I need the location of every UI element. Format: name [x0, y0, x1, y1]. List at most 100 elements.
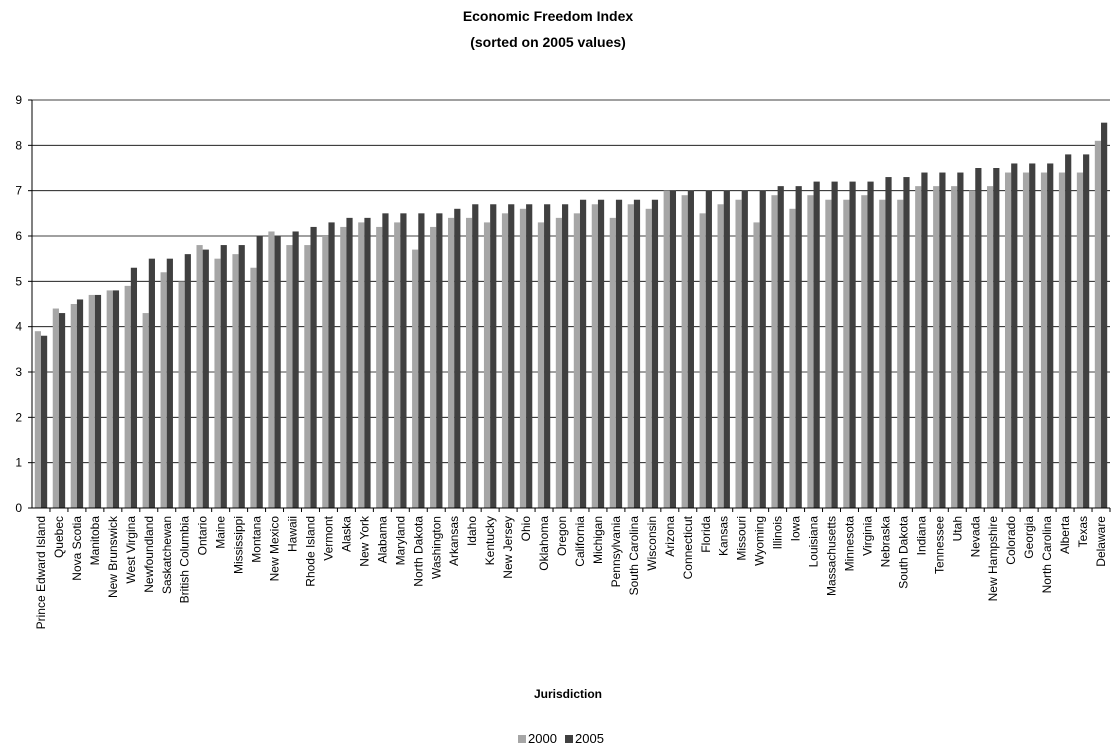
bar-2005	[508, 204, 515, 508]
legend-label-2005: 2005	[575, 731, 604, 746]
bar-2005	[1101, 122, 1108, 509]
bar-2005	[795, 186, 802, 508]
legend-label-2000: 2000	[528, 731, 557, 746]
bar-2000	[969, 190, 976, 508]
bar-2000	[933, 186, 940, 508]
bar-2005	[184, 254, 191, 508]
bar-2005	[903, 177, 910, 509]
bar-2000	[645, 208, 652, 509]
x-category-label: Virginia	[860, 516, 874, 556]
bar-2000	[268, 231, 275, 508]
x-category-label: Maryland	[393, 516, 407, 565]
bar-2000	[897, 199, 904, 508]
x-category-label: Idaho	[465, 516, 479, 546]
x-category-label: Wyoming	[753, 516, 767, 566]
bar-2000	[483, 222, 491, 508]
bar-2000	[915, 186, 922, 508]
bar-2000	[537, 222, 545, 508]
x-category-label: Missouri	[735, 516, 749, 561]
bar-2005	[526, 204, 533, 508]
x-category-label: British Columbia	[178, 516, 192, 604]
y-tick-label: 7	[15, 184, 22, 198]
bar-2005	[885, 177, 892, 509]
bar-2000	[286, 245, 293, 509]
y-tick-label: 6	[15, 229, 22, 243]
bar-2000	[951, 186, 958, 508]
bar-2005	[58, 313, 66, 508]
x-category-label: Kansas	[717, 516, 731, 556]
bar-2005	[1065, 154, 1072, 508]
bar-2005	[472, 204, 479, 508]
x-category-label: Oklahoma	[537, 516, 551, 571]
x-category-label: Illinois	[771, 516, 785, 549]
bar-2000	[142, 313, 149, 508]
y-tick-label: 3	[15, 365, 22, 379]
bar-2005	[94, 294, 102, 508]
bar-2000	[304, 245, 311, 509]
x-category-label: Massachusetts	[825, 516, 839, 596]
x-category-label: Alberta	[1058, 516, 1072, 554]
bar-2005	[328, 222, 335, 508]
bar-2005	[112, 290, 120, 508]
bar-2005	[166, 258, 173, 508]
bar-2005	[777, 186, 784, 508]
x-category-label: Nova Scotia	[70, 516, 84, 581]
bar-2000	[394, 222, 401, 508]
bar-2000	[465, 217, 473, 508]
x-category-label: Hawaii	[286, 516, 300, 552]
x-category-label: Manitoba	[88, 516, 102, 566]
x-category-label: Ohio	[519, 516, 533, 542]
x-category-label: Alaska	[339, 516, 353, 552]
bar-2005	[939, 172, 946, 509]
x-category-label: Nevada	[968, 516, 982, 558]
bar-2005	[202, 249, 209, 508]
bar-2000	[1094, 140, 1102, 509]
x-category-label: Florida	[699, 516, 713, 553]
bar-2000	[501, 213, 509, 509]
bar-2000	[987, 186, 994, 508]
bar-2005	[597, 199, 605, 508]
bar-2005	[40, 335, 48, 508]
x-category-label: Connecticut	[681, 515, 695, 579]
bar-2005	[454, 208, 461, 509]
bar-2005	[310, 226, 317, 508]
y-tick-label: 2	[15, 410, 22, 424]
bar-2005	[579, 199, 587, 508]
bar-2000	[88, 294, 95, 508]
legend: 2000 2005	[518, 731, 604, 746]
bar-2000	[627, 204, 634, 508]
bar-2005	[975, 168, 982, 508]
bar-2005	[382, 213, 389, 509]
bar-2000	[699, 213, 706, 509]
bar-2005	[346, 217, 353, 508]
x-category-label: Rhode Island	[303, 516, 317, 587]
bar-2005	[687, 190, 694, 508]
bar-2000	[681, 195, 688, 508]
x-category-label: Indiana	[914, 516, 928, 556]
bar-2000	[232, 254, 239, 508]
x-category-label: Nebraska	[878, 516, 892, 568]
x-category-label: New Mexico	[268, 516, 282, 582]
bar-2005	[544, 204, 551, 508]
x-category-label: Vermont	[321, 515, 335, 560]
x-category-label: Pennsylvania	[609, 516, 623, 588]
bar-2000	[322, 236, 329, 508]
bar-2000	[753, 222, 760, 508]
x-category-label: New Brunswick	[106, 515, 120, 598]
bar-2005	[256, 236, 263, 508]
bar-2000	[250, 267, 257, 508]
x-category-label: Delaware	[1094, 516, 1108, 567]
x-category-label: Alabama	[375, 516, 389, 564]
bar-2000	[1076, 172, 1084, 509]
x-category-label: New York	[357, 515, 371, 567]
x-category-label: Minnesota	[842, 516, 856, 572]
x-category-label: California	[573, 516, 587, 567]
bar-2005	[1029, 163, 1036, 508]
y-tick-label: 8	[15, 138, 22, 152]
bar-2000	[340, 226, 347, 508]
bar-2005	[651, 199, 659, 508]
bar-2000	[663, 190, 670, 508]
bar-2005	[831, 181, 838, 508]
chart-title: Economic Freedom Index	[463, 8, 634, 24]
bar-2000	[430, 226, 437, 508]
